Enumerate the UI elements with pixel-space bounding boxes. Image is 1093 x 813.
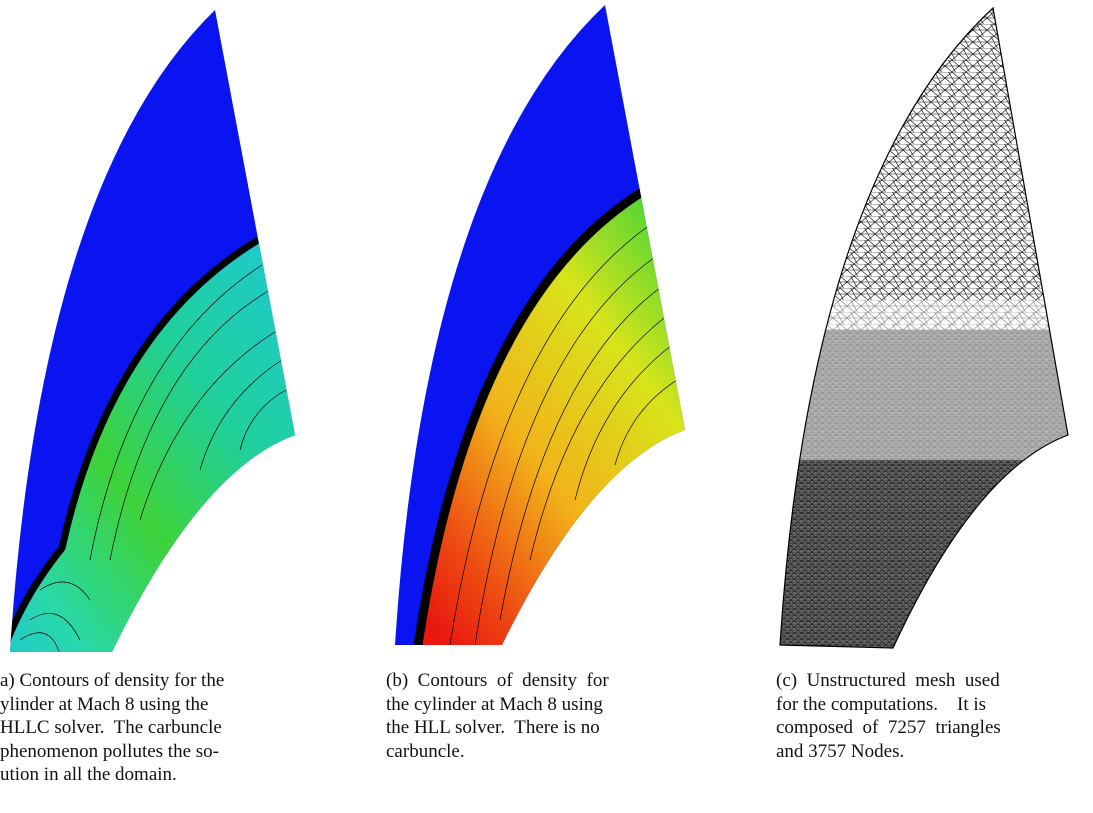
caption-c: (c) Unstructured mesh used for the comput… [776,669,1001,763]
panel-b [395,5,685,645]
figure-images [10,5,1069,652]
caption-line: composed of 7257 triangles [776,717,1001,738]
caption-line: carbuncle. [386,740,465,762]
caption-line: HLLC solver. The carbuncle [0,717,222,738]
caption-line: (b) Contours of density for [386,670,609,691]
caption-line: ution in all the domain. [0,764,177,785]
caption-line: the HLL solver. There is no [386,717,600,738]
caption-line: for the computations. It is [776,693,987,715]
panel-a [10,10,295,652]
caption-line: and 3757 Nodes. [776,740,905,762]
caption-line: the cylinder at Mach 8 using [386,693,603,715]
caption-line: phenomenon pollutes the so- [0,740,219,762]
caption-line: a) Contours of density for the [0,670,225,691]
caption-a: a) Contours of density for the ylinder at… [0,669,224,787]
panel-c [779,6,1069,649]
caption-line: (c) Unstructured mesh used [776,670,1000,691]
caption-line: ylinder at Mach 8 using the [0,693,209,715]
caption-b: (b) Contours of density for the cylinder … [386,669,609,763]
